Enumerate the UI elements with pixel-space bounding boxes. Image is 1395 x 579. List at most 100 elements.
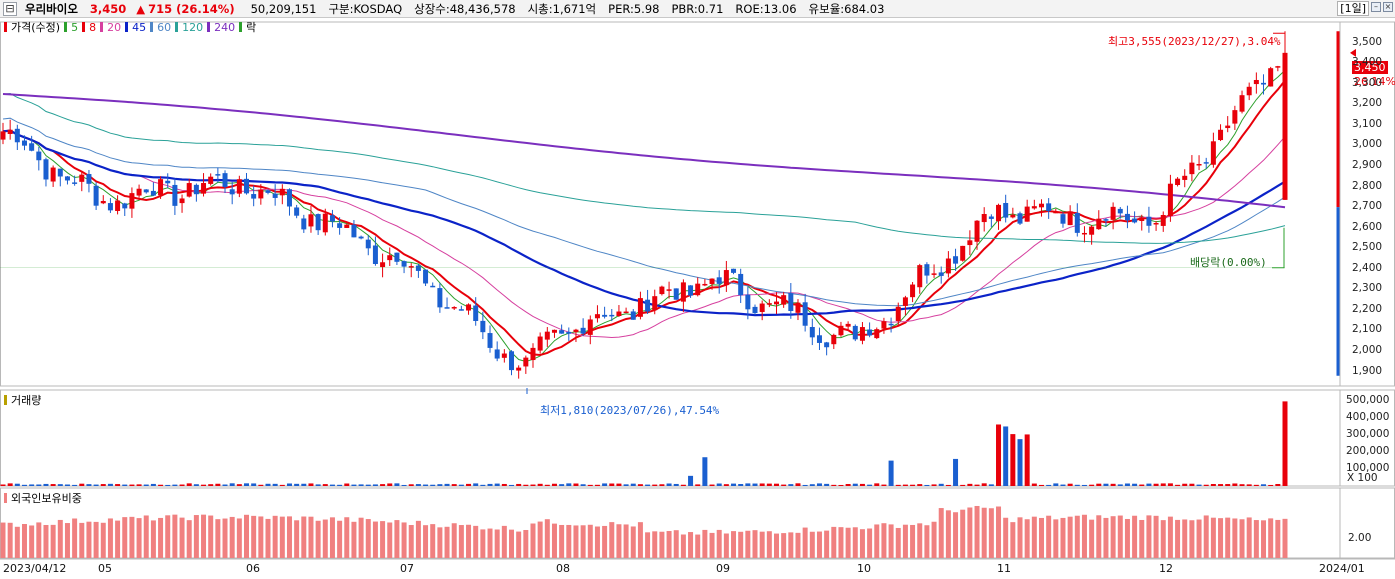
foreign-ratio-bar xyxy=(766,531,772,558)
candle-body xyxy=(1196,163,1202,166)
expand-icon[interactable]: ⊟ xyxy=(3,1,17,16)
candle-body xyxy=(902,297,908,306)
ma8-line xyxy=(2,79,1286,357)
foreign-ratio-bar xyxy=(487,528,493,558)
foreign-ratio-bar xyxy=(251,515,257,558)
foreign-ratio-bar xyxy=(437,527,443,558)
price-change: 715 xyxy=(148,1,173,16)
ma60-marker xyxy=(150,22,154,32)
foreign-ratio-bar xyxy=(1089,519,1095,558)
foreign-ratio-bar xyxy=(229,516,235,558)
candle-body xyxy=(265,190,271,193)
x-axis-label: 06 xyxy=(246,562,260,575)
volume-bar xyxy=(1275,483,1281,486)
foreign-ratio-bar xyxy=(286,516,292,558)
candle-body xyxy=(36,151,42,161)
candlesticks xyxy=(0,31,1288,379)
volume-bar xyxy=(1053,483,1059,486)
candle-body xyxy=(702,283,708,286)
volume-bar xyxy=(143,484,149,486)
volume-bar xyxy=(788,484,794,486)
volume-legend-title: 거래량 xyxy=(11,394,42,407)
candle-body xyxy=(587,319,593,335)
volume-bar xyxy=(988,484,994,486)
foreign-ratio-bar xyxy=(1246,517,1252,558)
volume-bar xyxy=(286,483,292,486)
volume-bar xyxy=(86,484,92,486)
volume-bar xyxy=(294,483,300,486)
volume-bar xyxy=(680,484,686,486)
volume-bar xyxy=(1038,484,1044,486)
volume-bar xyxy=(945,484,951,486)
foreign-ratio-bar xyxy=(380,521,386,558)
volume-bar xyxy=(122,484,128,486)
up-arrow-icon: ▲ xyxy=(136,1,146,16)
foreign-ratio-bar xyxy=(222,518,228,558)
foreign-ratio-bar xyxy=(1210,517,1216,558)
volume-bar xyxy=(831,484,837,486)
minimize-icon[interactable]: – xyxy=(1371,2,1381,12)
foreign-ratio-bar xyxy=(509,529,515,558)
candle-body xyxy=(766,303,772,305)
candle-body xyxy=(537,336,543,351)
volume-bar xyxy=(272,483,278,486)
dividend-annotation: 배당락(0.00%) xyxy=(1190,256,1267,269)
ma20-marker xyxy=(100,22,104,32)
foreign-ratio-bar xyxy=(480,529,486,558)
volume-bar xyxy=(100,484,106,486)
volume-bars xyxy=(0,401,1288,486)
foreign-ratio-bar xyxy=(602,525,608,558)
volume-bar xyxy=(150,483,156,486)
foreign-ratio-bar xyxy=(315,520,321,558)
candle-body xyxy=(1053,211,1059,214)
foreign-ratio-bar xyxy=(1096,515,1102,558)
candle-body xyxy=(115,200,121,211)
foreign-ratio-bar xyxy=(115,520,121,558)
candle-body xyxy=(594,314,600,319)
candle-body xyxy=(938,272,944,276)
foreign-ratio-bar xyxy=(1081,514,1087,558)
per-value: PER:5.98 xyxy=(608,1,660,16)
candle-body xyxy=(208,176,214,184)
volume-bar xyxy=(494,483,500,486)
foreign-ratio-bar xyxy=(29,525,35,558)
float-ratio: 유보율:684.03 xyxy=(808,1,885,16)
candle-body xyxy=(244,178,250,194)
foreign-ratio-bar xyxy=(294,520,300,558)
foreign-ratio-bar xyxy=(136,518,142,558)
x-axis-label: 2023/04/12 xyxy=(3,562,67,575)
candle-body xyxy=(609,314,615,317)
candle-body xyxy=(1146,216,1152,226)
current-price-pointer xyxy=(1350,48,1356,57)
candle-body xyxy=(1175,178,1181,186)
foreign-ratio-bar xyxy=(344,517,350,558)
candle-body xyxy=(93,185,99,206)
stock-name[interactable]: 우리바이오 xyxy=(25,1,78,16)
foreign-ratio-bar xyxy=(21,524,27,558)
volume-bar xyxy=(1003,426,1009,486)
candle-body xyxy=(551,329,557,333)
foreign-ratio-bar xyxy=(158,517,164,558)
foreign-ratio-bar xyxy=(974,505,980,558)
market-cap: 시총:1,671억 xyxy=(527,1,597,16)
volume-bar xyxy=(1225,484,1231,486)
foreign-ratio-bar xyxy=(566,524,572,558)
foreign-ratio-bar xyxy=(1038,517,1044,558)
candle-body xyxy=(158,179,164,196)
volume-bar xyxy=(523,484,529,486)
volume-bar xyxy=(1246,484,1252,486)
volume-bar xyxy=(186,483,192,486)
foreign-ratio-bar xyxy=(702,529,708,558)
candle-body xyxy=(1203,162,1209,164)
foreign-ratio-bar xyxy=(86,521,92,558)
foreign-ratio-bar xyxy=(996,506,1002,558)
ma8-label: 8 xyxy=(89,20,97,34)
price-axis-tick: 2,900 xyxy=(1352,158,1383,171)
foreign-ratio-bar xyxy=(501,525,507,558)
close-icon[interactable]: × xyxy=(1383,2,1393,12)
foreign-ratio-bar xyxy=(616,524,622,558)
period-selector[interactable]: [1일] xyxy=(1337,1,1369,16)
ma8-marker xyxy=(82,22,86,32)
volume-bar xyxy=(1074,484,1080,486)
